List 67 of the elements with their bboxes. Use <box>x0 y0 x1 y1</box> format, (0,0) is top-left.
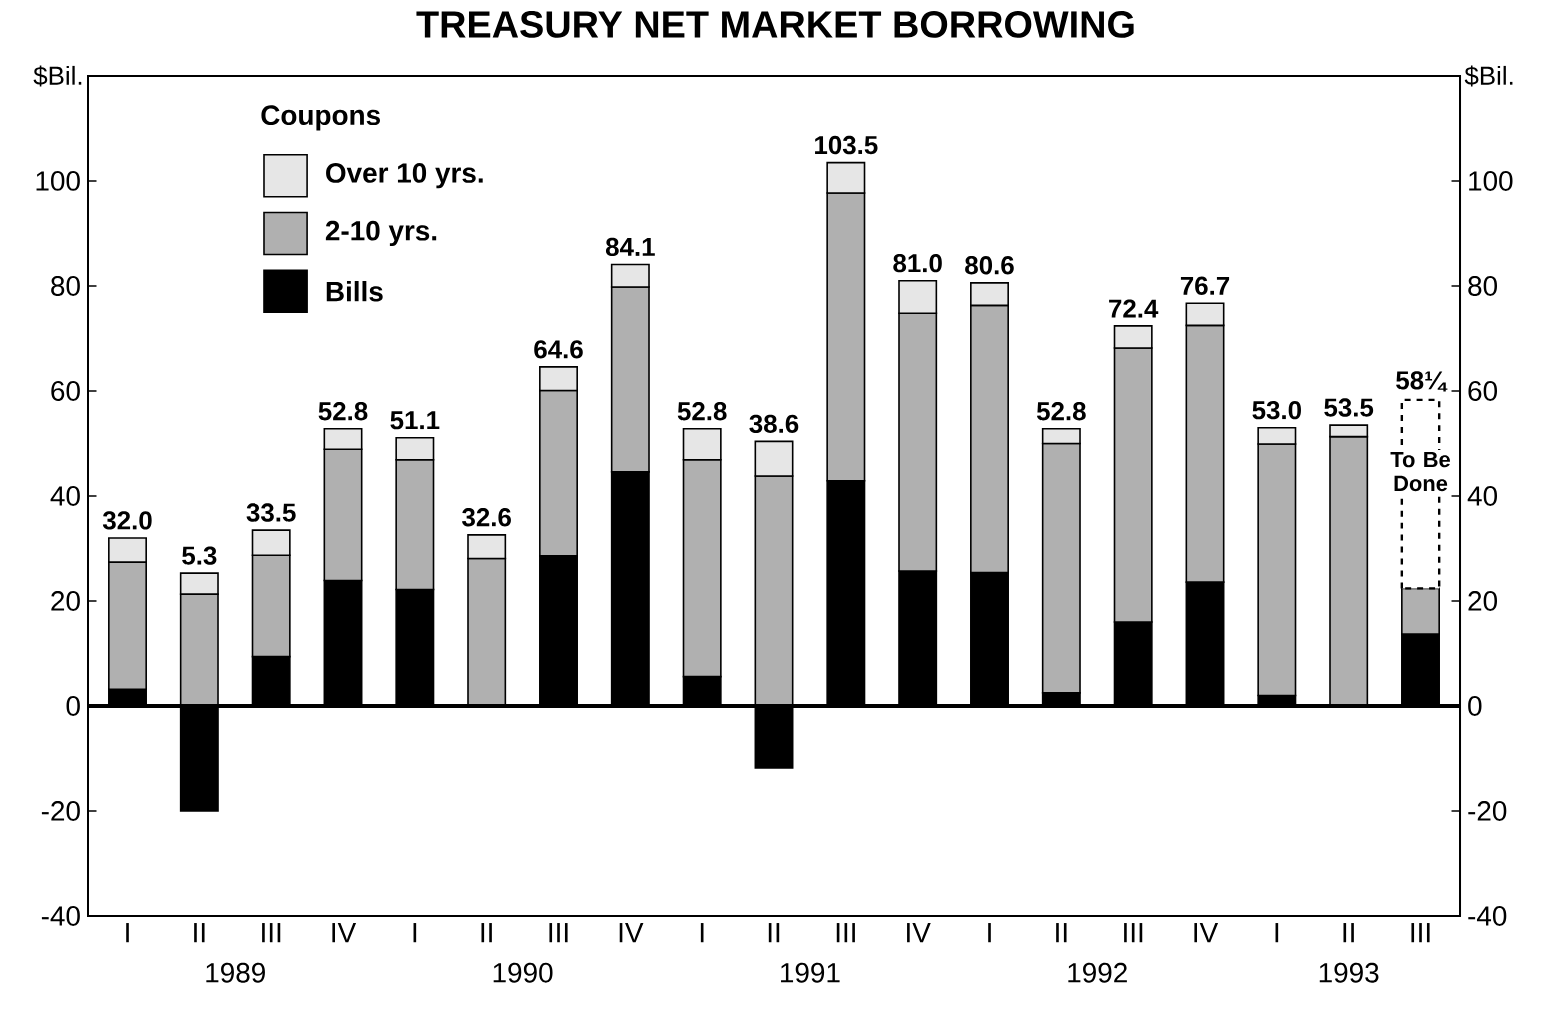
legend-title: Coupons <box>261 105 380 131</box>
y2-tick-label: 40 <box>1467 486 1498 506</box>
x-tick-label: I <box>988 923 991 943</box>
total-label: 72.4 <box>1109 299 1159 318</box>
x-tick-label: I <box>700 923 704 943</box>
x-tick-label: II <box>768 923 780 943</box>
text: 1990 <box>493 962 553 983</box>
x-tick-label: IV <box>1194 923 1219 943</box>
total-label: 52.8 <box>677 402 727 421</box>
total-label: 52.8 <box>1036 402 1086 421</box>
total-label: 81.0 <box>893 254 942 273</box>
y-tick-label: 0 <box>66 696 80 716</box>
x-tick-label: III <box>1411 923 1430 943</box>
x-tick-label: IV <box>619 923 644 943</box>
y-tick-label: 60 <box>51 381 80 401</box>
x-tick-label: IV <box>907 923 931 943</box>
y2-axis-title: $Bil. <box>1464 65 1513 87</box>
y-tick-label: 40 <box>50 486 80 506</box>
y-tick-label: 100 <box>36 171 80 191</box>
y-axis-title: $Bil. <box>33 65 82 87</box>
x-tick-label: III <box>1124 923 1143 943</box>
series-label: To Be Done <box>1390 451 1450 492</box>
total-label: 32.0 <box>102 511 152 530</box>
x-tick-label: I <box>126 923 129 943</box>
x-tick-label: II <box>481 923 492 943</box>
y2-tick-label: -40 <box>1468 906 1507 926</box>
total-label: 52.8 <box>318 402 368 421</box>
x-tick-label: II <box>194 923 205 943</box>
x-tick-label: II <box>1056 923 1067 943</box>
y2-tick-label: 0 <box>1468 696 1482 716</box>
y2-tick-label: 20 <box>1468 591 1498 611</box>
legend-label: 2-10 yrs. <box>325 220 437 247</box>
y-tick-label: -20 <box>41 801 80 821</box>
y2-tick-label: -20 <box>1468 801 1507 821</box>
y-tick-label: -40 <box>41 906 80 926</box>
total-label: 53.5 <box>1324 398 1374 417</box>
text: 1989 <box>206 962 265 983</box>
total-label: 103.5 <box>815 135 878 155</box>
total-label: 38.6 <box>749 414 799 434</box>
total-label: 80.6 <box>965 256 1014 275</box>
legend-label: Bills <box>326 280 383 302</box>
total-label: 33.5 <box>246 503 296 522</box>
x-tick-label: I <box>1275 923 1279 943</box>
y-tick-label: 80 <box>51 276 80 296</box>
total-label: 84.1 <box>605 237 655 257</box>
text: 1993 <box>1319 962 1379 983</box>
total-label: 64.6 <box>534 340 583 359</box>
text: 1991 <box>781 962 840 983</box>
chart-title: TREASURY NET MARKET BORROWING <box>416 11 1134 38</box>
total-label: 76.7 <box>1180 276 1230 295</box>
total-label: 5.3 <box>182 546 217 565</box>
x-tick-label: II <box>1343 923 1354 943</box>
legend-label: Over 10 yrs. <box>326 163 483 189</box>
total-label: 53.0 <box>1252 400 1301 420</box>
y2-tick-label: 100 <box>1469 171 1513 191</box>
y2-tick-label: 60 <box>1468 381 1498 401</box>
x-tick-label: III <box>836 923 855 943</box>
x-tick-label: III <box>549 923 568 943</box>
x-tick-label: I <box>413 923 417 943</box>
total-label: 32.6 <box>462 508 511 527</box>
x-tick-label: IV <box>332 923 357 943</box>
total-label: 58¼ <box>1396 371 1448 392</box>
y-tick-label: 20 <box>51 591 80 611</box>
text: 1992 <box>1068 962 1127 983</box>
y2-tick-label: 80 <box>1468 276 1498 296</box>
total-label: 51.1 <box>390 411 440 430</box>
x-tick-label: III <box>262 923 281 943</box>
